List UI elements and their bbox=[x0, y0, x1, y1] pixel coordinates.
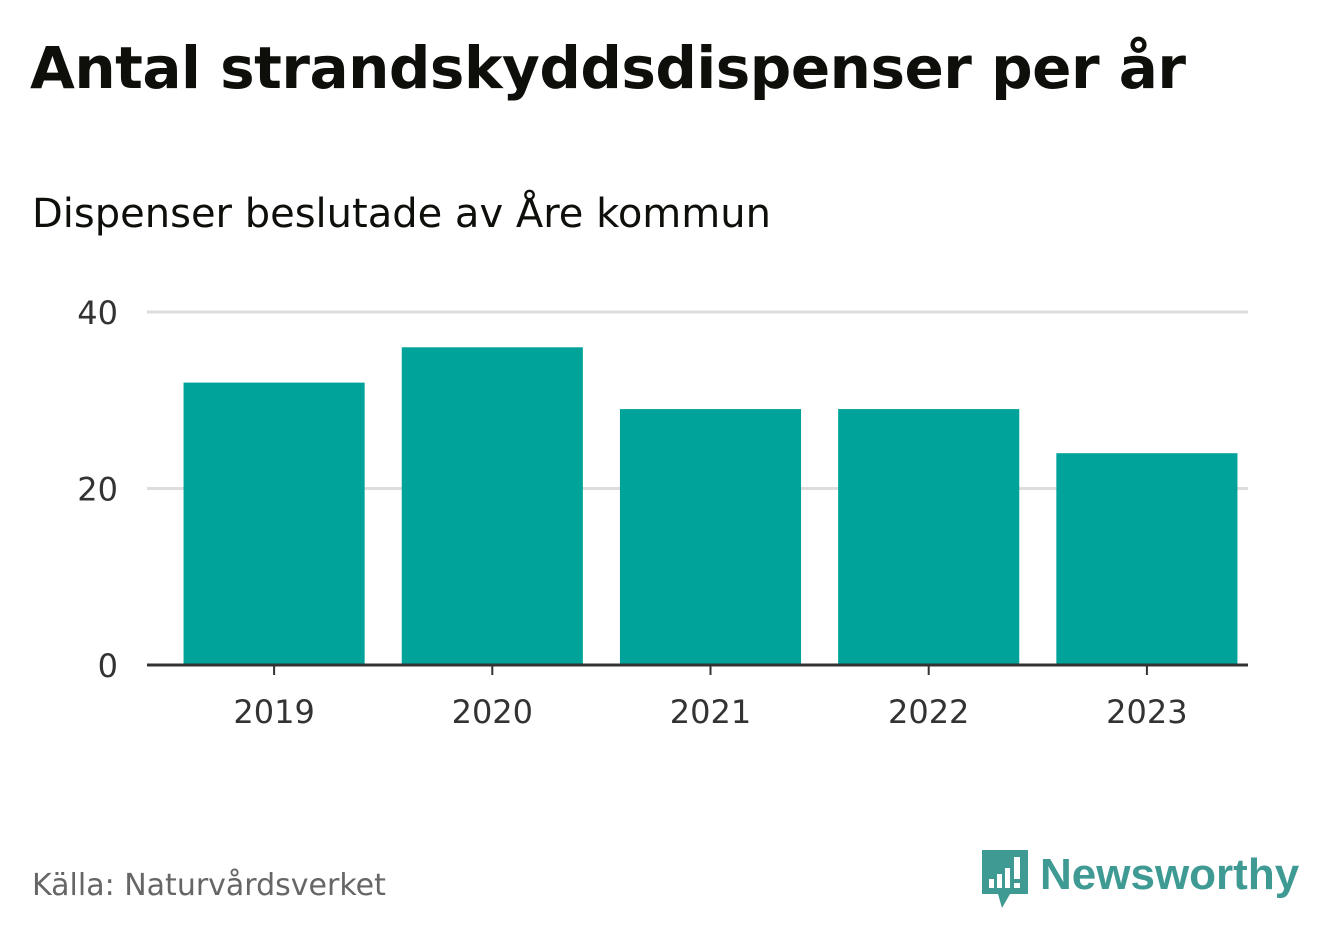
bar-2019 bbox=[183, 382, 365, 665]
bar-2023 bbox=[1056, 453, 1238, 665]
x-tick-label-2021: 2021 bbox=[670, 693, 751, 731]
x-tick-label-2023: 2023 bbox=[1106, 693, 1187, 731]
chart-subtitle: Dispenser beslutade av Åre kommun bbox=[32, 191, 771, 237]
bar-2022 bbox=[838, 409, 1020, 665]
bar-2021 bbox=[619, 409, 802, 665]
y-tick-label-20: 20 bbox=[77, 471, 118, 509]
newsworthy-logo-icon bbox=[982, 850, 1028, 908]
brand-name: Newsworthy bbox=[1040, 850, 1300, 899]
y-tick-label-0: 0 bbox=[98, 647, 118, 685]
brand-logo: Newsworthy bbox=[980, 848, 1299, 912]
x-tick-label-2019: 2019 bbox=[233, 693, 314, 731]
chart-title: Antal strandskyddsdispenser per år bbox=[30, 34, 1186, 102]
source-note: Källa: Naturvårdsverket bbox=[32, 868, 386, 903]
x-tick-label-2022: 2022 bbox=[888, 693, 969, 731]
y-tick-label-40: 40 bbox=[77, 294, 118, 332]
x-tick-label-2020: 2020 bbox=[452, 693, 533, 731]
bar-2020 bbox=[401, 347, 583, 665]
